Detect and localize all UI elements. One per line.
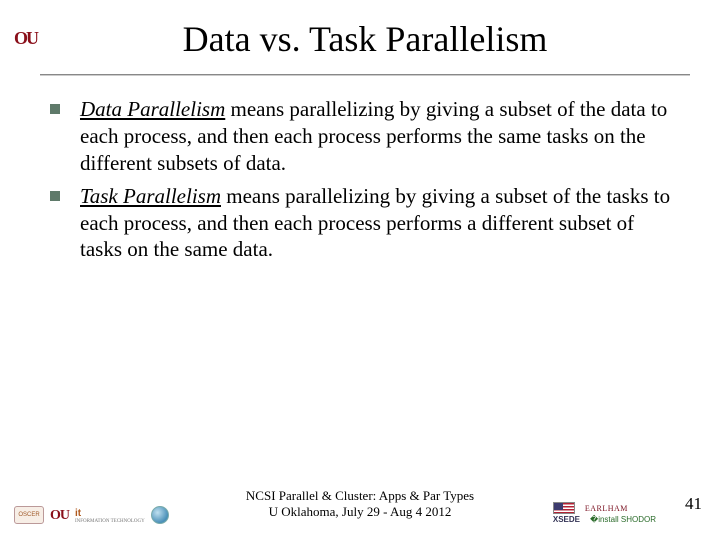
bullet-item: Data Parallelism means parallelizing by … [50, 96, 680, 177]
footer: OSCER OU it INFORMATION TECHNOLOGY NCSI … [0, 476, 720, 526]
term-task-parallelism: Task Parallelism [80, 184, 221, 208]
ou-logo-corner: OU [14, 28, 42, 56]
term-data-parallelism: Data Parallelism [80, 97, 225, 121]
flag-icon [553, 502, 575, 514]
footer-logo-row-bottom: XSEDE �install SHODOR [553, 515, 656, 524]
earlham-logo: EARLHAM [585, 504, 628, 513]
footer-logo-row-top: EARLHAM [553, 502, 628, 514]
slide: OU Data vs. Task Parallelism Data Parall… [0, 0, 720, 540]
bullet-marker-icon [50, 191, 60, 201]
bullet-item: Task Parallelism means parallelizing by … [50, 183, 680, 264]
slide-title: Data vs. Task Parallelism [40, 18, 690, 66]
bullet-text: Task Parallelism means parallelizing by … [80, 183, 680, 264]
shodor-logo: �install SHODOR [590, 515, 656, 524]
footer-logos-right: EARLHAM XSEDE �install SHODOR [553, 502, 656, 524]
xsede-logo: XSEDE [553, 515, 580, 524]
ou-logo-text: OU [14, 28, 37, 48]
title-underline [40, 74, 690, 76]
content-area: Data Parallelism means parallelizing by … [50, 96, 680, 269]
bullet-text: Data Parallelism means parallelizing by … [80, 96, 680, 177]
title-area: Data vs. Task Parallelism [40, 18, 690, 66]
page-number: 41 [685, 494, 702, 514]
bullet-marker-icon [50, 104, 60, 114]
